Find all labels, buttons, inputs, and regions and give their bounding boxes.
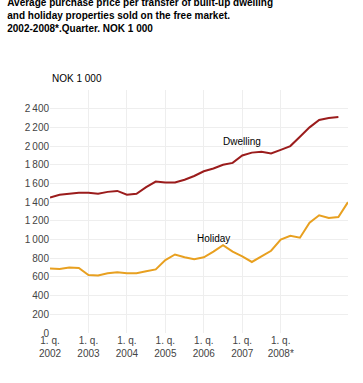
- svg-text:Holiday: Holiday: [197, 233, 230, 244]
- svg-text:2 400: 2 400: [25, 103, 50, 114]
- svg-text:1. q.2004: 1. q.2004: [116, 335, 139, 359]
- svg-text:1 400: 1 400: [25, 197, 50, 208]
- svg-text:Average purchase price per tra: Average purchase price per transfer of b…: [7, 0, 273, 34]
- svg-text:1. q.2005: 1. q.2005: [154, 335, 177, 359]
- svg-text:1. q.2006: 1. q.2006: [193, 335, 216, 359]
- svg-text:NOK 1 000: NOK 1 000: [52, 73, 102, 84]
- svg-text:600: 600: [32, 271, 49, 282]
- svg-text:Dwelling: Dwelling: [223, 136, 261, 147]
- svg-text:2 200: 2 200: [25, 122, 50, 133]
- svg-text:800: 800: [32, 253, 49, 264]
- svg-text:1 600: 1 600: [25, 178, 50, 189]
- svg-text:400: 400: [32, 290, 49, 301]
- svg-text:1. q.2007: 1. q.2007: [231, 335, 254, 359]
- svg-text:1 000: 1 000: [25, 234, 50, 245]
- svg-text:200: 200: [32, 309, 49, 320]
- svg-text:1 200: 1 200: [25, 215, 50, 226]
- svg-text:1. q.2002: 1. q.2002: [39, 335, 62, 359]
- svg-text:1. q.2003: 1. q.2003: [77, 335, 100, 359]
- svg-text:2 000: 2 000: [25, 141, 50, 152]
- svg-text:1. q.2008*: 1. q.2008*: [268, 335, 294, 359]
- svg-text:1 800: 1 800: [25, 159, 50, 170]
- svg-text:0: 0: [43, 328, 49, 339]
